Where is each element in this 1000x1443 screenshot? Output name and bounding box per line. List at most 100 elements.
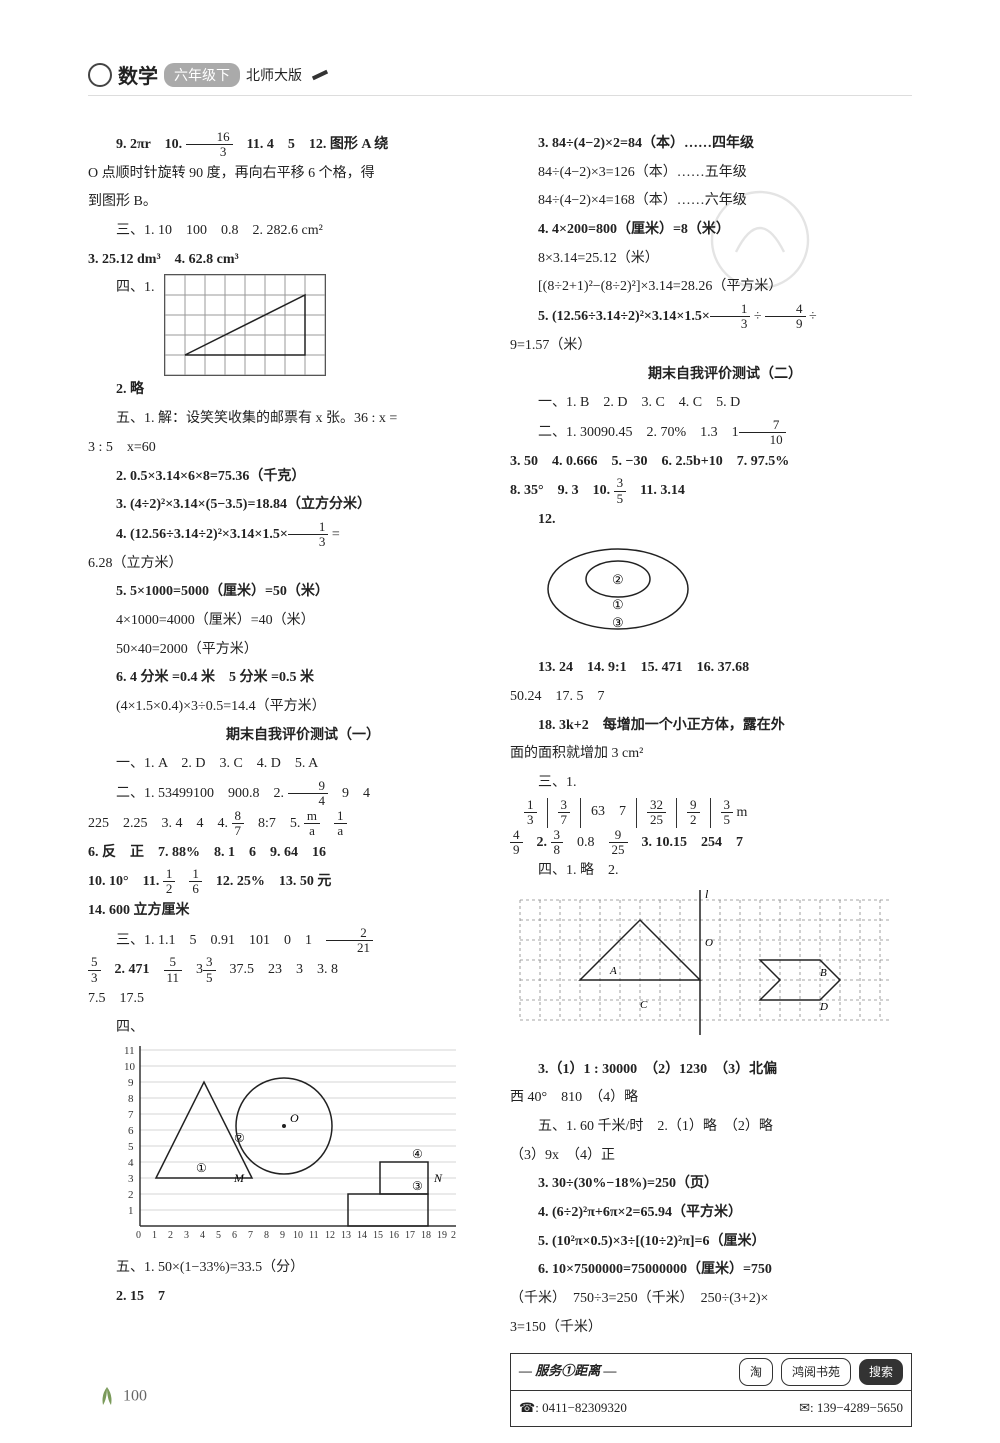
- svg-text:14: 14: [357, 1230, 367, 1241]
- line: 6.28（立方米）: [88, 550, 490, 579]
- line: 4. (12.56÷3.14÷2)²×3.14×1.5×13 =: [88, 520, 490, 550]
- svg-text:③: ③: [612, 615, 624, 630]
- svg-text:8: 8: [128, 1093, 134, 1105]
- svg-text:17: 17: [405, 1230, 415, 1241]
- line: 84÷(4−2)×3=126（本）……五年级: [510, 159, 912, 188]
- line: 6. 4 分米 =0.4 米 5 分米 =0.5 米: [88, 664, 490, 693]
- svg-text:M: M: [233, 1171, 245, 1185]
- pen-icon: [312, 69, 328, 79]
- line: 三、1. 10 100 0.8 2. 282.6 cm²: [88, 217, 490, 246]
- svg-text:11: 11: [124, 1045, 135, 1057]
- line: (4×1.5×0.4)×3÷0.5=14.4（平方米）: [88, 693, 490, 722]
- svg-text:9: 9: [280, 1230, 285, 1241]
- mail-icon: ✉: [799, 1395, 810, 1422]
- phone-number: : 0411−82309320: [535, 1395, 627, 1422]
- line: 5. (12.56÷3.14÷2)²×3.14×1.5×13 ÷ 49 ÷: [510, 302, 912, 332]
- section-title: 期末自我评价测试（一）: [88, 722, 490, 751]
- svg-text:15: 15: [373, 1230, 383, 1241]
- svg-text:5: 5: [128, 1141, 134, 1153]
- line: 6. 10×7500000=75000000（厘米）=750: [510, 1256, 912, 1285]
- line: 到图形 B。: [88, 188, 490, 217]
- line: 18. 3k+2 每增加一个小正方体，露在外: [510, 712, 912, 741]
- line: 3 : 5 x=60: [88, 434, 490, 463]
- line: 8×3.14=25.12（米）: [510, 245, 912, 274]
- line: 二、1. 53499100 900.8 2. 94 9 4: [88, 779, 490, 809]
- svg-text:3: 3: [128, 1173, 134, 1185]
- line: 3. 84÷(4−2)×2=84（本）……四年级: [510, 130, 912, 159]
- svg-text:20: 20: [451, 1230, 456, 1241]
- line: 五、1. 解：设笑笑收集的邮票有 x 张。36 : x =: [88, 405, 490, 434]
- line: 12.: [510, 506, 912, 535]
- svg-text:①: ①: [612, 597, 624, 612]
- label-1: ①: [196, 1161, 207, 1175]
- line: 9=1.57（米）: [510, 332, 912, 361]
- line: 3. 50 4. 0.666 5. −30 6. 2.5b+10 7. 97.5…: [510, 448, 912, 477]
- phone-icon: ☎: [519, 1395, 535, 1422]
- line: 50.24 17. 5 7: [510, 683, 912, 712]
- svg-text:12: 12: [325, 1230, 335, 1241]
- contact-box: — 服务①距离 — 淘 鸿阅书苑 搜索 ☎ : 0411−82309320 ✉ …: [510, 1353, 912, 1427]
- left-column: 9. 2πr 10. 163 11. 4 5 12. 图形 A 绕 O 点顺时针…: [88, 130, 490, 1427]
- line: 3.（1）1 : 30000 （2）1230 （3）北偏: [510, 1056, 912, 1085]
- line: 2. 0.5×3.14×6×8=75.36（千克）: [88, 463, 490, 492]
- svg-text:A: A: [609, 965, 617, 977]
- line: 5. (10²π×0.5)×3÷[(10÷2)²π]=6（厘米）: [510, 1228, 912, 1257]
- svg-text:11: 11: [309, 1230, 319, 1241]
- section-title: 期末自我评价测试（二）: [510, 361, 912, 390]
- svg-text:B: B: [820, 967, 827, 979]
- line: 三、1. 1.1 5 0.91 101 0 1 221: [88, 926, 490, 956]
- content-columns: 9. 2πr 10. 163 11. 4 5 12. 图形 A 绕 O 点顺时针…: [88, 130, 912, 1427]
- svg-text:5: 5: [216, 1230, 221, 1241]
- line: 3. (4÷2)²×3.14×(5−3.5)=18.84（立方分米）: [88, 491, 490, 520]
- shop-name: 鸿阅书苑: [781, 1358, 851, 1387]
- svg-text:C: C: [640, 999, 648, 1011]
- line: 225 2.25 3. 4 4 4. 87 8:7 5. ma 1a: [88, 809, 490, 839]
- line: 三、1.: [510, 769, 912, 798]
- line: 五、1. 60 千米/时 2.（1）略 （2）略: [510, 1113, 912, 1142]
- svg-text:③: ③: [412, 1179, 423, 1193]
- line: 50×40=2000（平方米）: [88, 636, 490, 665]
- line: 五、1. 50×(1−33%)=33.5（分）: [88, 1254, 490, 1283]
- line: 5. 5×1000=5000（厘米）=50（米）: [88, 578, 490, 607]
- right-column: 3. 84÷(4−2)×2=84（本）……四年级 84÷(4−2)×3=126（…: [510, 130, 912, 1427]
- svg-text:10: 10: [293, 1230, 303, 1241]
- line: 6. 反 正 7. 88% 8. 1 6 9. 64 16: [88, 839, 490, 868]
- line: [(8÷2+1)²−(8÷2)²]×3.14=28.26（平方米）: [510, 273, 912, 302]
- search-button[interactable]: 搜索: [859, 1359, 903, 1386]
- chart-figure: 1110 98 76 54 32 1 0 123 456 789: [116, 1042, 490, 1254]
- svg-text:10: 10: [124, 1061, 136, 1073]
- mail-number: : 139−4289−5650: [810, 1395, 903, 1422]
- line: 9. 2πr 10. 163 11. 4 5 12. 图形 A 绕: [88, 130, 490, 160]
- svg-text:3: 3: [184, 1230, 189, 1241]
- svg-text:9: 9: [128, 1077, 134, 1089]
- svg-text:1: 1: [128, 1205, 134, 1217]
- line: （千米） 750÷3=250（千米） 250÷(3+2)×: [510, 1285, 912, 1314]
- line: 2. 15 7: [88, 1283, 490, 1312]
- header-grade: 六年级下: [164, 63, 240, 87]
- header-publisher: 北师大版: [246, 65, 302, 85]
- line: 53 2. 471 511 335 37.5 23 3 3. 8: [88, 955, 490, 985]
- line: 8. 35° 9. 3 10. 35 11. 3.14: [510, 476, 912, 506]
- svg-text:④: ④: [412, 1147, 423, 1161]
- svg-text:N: N: [433, 1171, 443, 1185]
- svg-text:7: 7: [128, 1109, 134, 1121]
- svg-text:2: 2: [128, 1189, 134, 1201]
- leaf-icon: [95, 1385, 119, 1409]
- svg-text:8: 8: [264, 1230, 269, 1241]
- svg-text:O: O: [290, 1111, 299, 1125]
- line: 4. 4×200=800（厘米）=8（米）: [510, 216, 912, 245]
- line: 3. 30÷(30%−18%)=250（页）: [510, 1170, 912, 1199]
- svg-text:4: 4: [200, 1230, 205, 1241]
- concentric-circles-figure: ② ① ③: [538, 539, 912, 651]
- clock-icon: [88, 63, 112, 87]
- line: 四、1.: [88, 274, 490, 376]
- line: 四、1. 略 2.: [510, 857, 912, 886]
- header-subject: 数学: [118, 60, 158, 89]
- line: 4. (6÷2)²π+6π×2=65.94（平方米）: [510, 1199, 912, 1228]
- svg-text:1: 1: [152, 1230, 157, 1241]
- line: 84÷(4−2)×4=168（本）……六年级: [510, 187, 912, 216]
- svg-text:2: 2: [168, 1230, 173, 1241]
- svg-text:19: 19: [437, 1230, 447, 1241]
- svg-text:0: 0: [136, 1230, 141, 1241]
- svg-text:18: 18: [421, 1230, 431, 1241]
